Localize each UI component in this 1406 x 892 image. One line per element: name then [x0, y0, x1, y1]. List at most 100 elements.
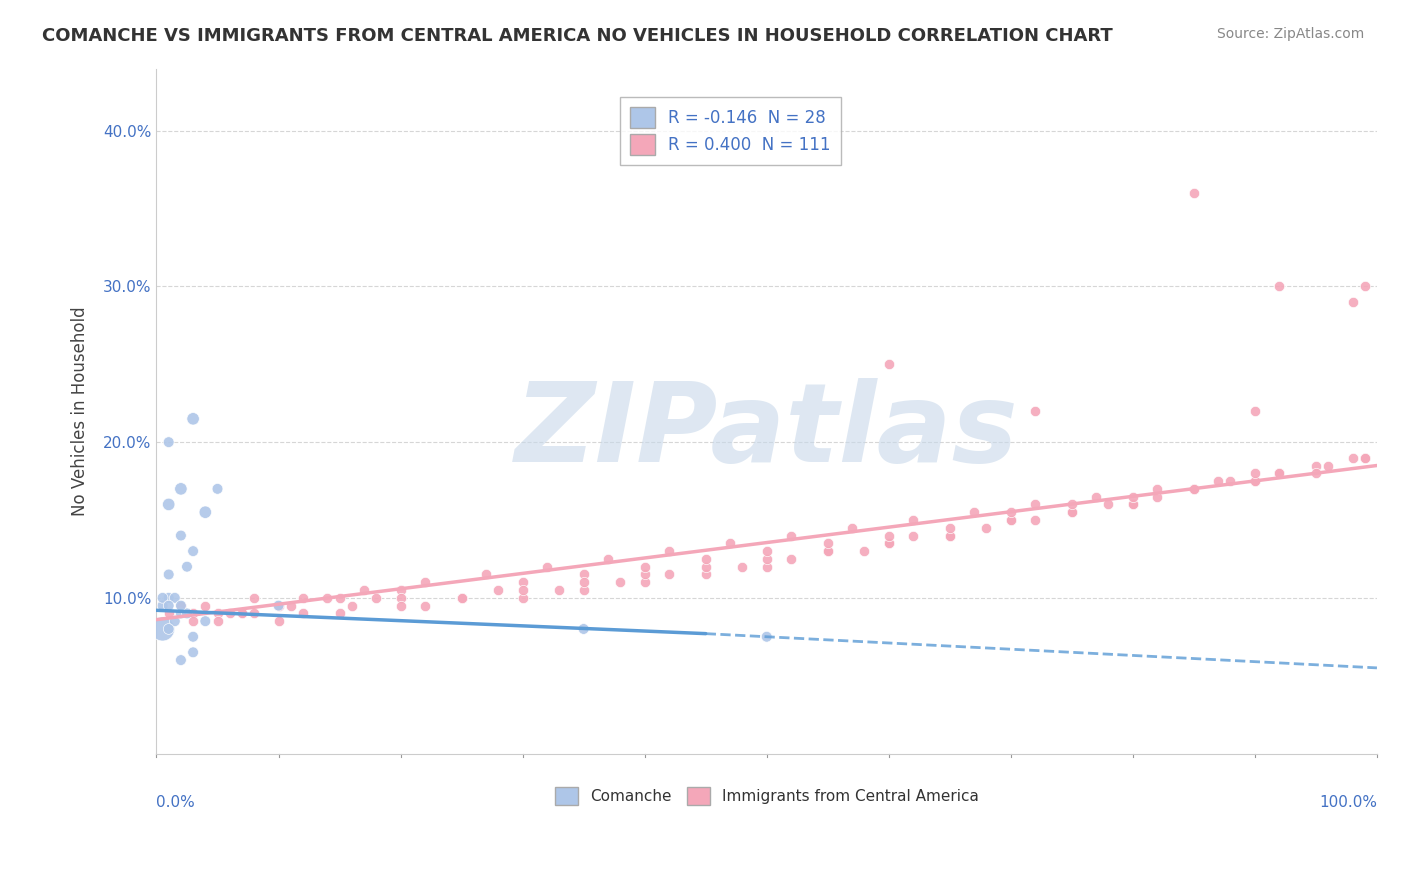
Point — [194, 614, 217, 628]
Point — [152, 622, 174, 636]
Point — [231, 607, 253, 621]
Point — [1244, 467, 1267, 481]
Point — [1182, 482, 1205, 496]
Point — [176, 559, 198, 574]
Point — [1182, 482, 1205, 496]
Point — [163, 591, 186, 605]
Text: 0.0%: 0.0% — [156, 795, 195, 810]
Point — [316, 591, 339, 605]
Point — [218, 607, 240, 621]
Point — [280, 599, 302, 613]
Point — [512, 575, 534, 590]
Point — [512, 582, 534, 597]
Point — [194, 599, 217, 613]
Point — [1000, 513, 1022, 527]
Point — [1244, 474, 1267, 488]
Point — [329, 591, 352, 605]
Point — [1146, 490, 1168, 504]
Point — [817, 536, 839, 550]
Point — [157, 622, 180, 636]
Point — [572, 622, 595, 636]
Point — [1268, 279, 1291, 293]
Point — [548, 582, 571, 597]
Point — [176, 607, 198, 621]
Point — [634, 567, 657, 582]
Point — [1024, 513, 1046, 527]
Point — [152, 591, 174, 605]
Point — [634, 559, 657, 574]
Point — [157, 567, 180, 582]
Point — [181, 412, 204, 426]
Point — [413, 599, 436, 613]
Point — [231, 607, 253, 621]
Point — [1305, 458, 1327, 473]
Point — [157, 497, 180, 511]
Point — [536, 559, 558, 574]
Point — [1097, 497, 1119, 511]
Y-axis label: No Vehicles in Household: No Vehicles in Household — [72, 306, 89, 516]
Point — [780, 528, 803, 542]
Point — [609, 575, 631, 590]
Point — [389, 582, 412, 597]
Point — [1354, 279, 1376, 293]
Point — [658, 544, 681, 558]
Point — [1146, 482, 1168, 496]
Point — [877, 357, 900, 371]
Point — [170, 599, 193, 613]
Point — [1268, 467, 1291, 481]
Point — [1317, 458, 1340, 473]
Point — [413, 575, 436, 590]
Point — [901, 513, 924, 527]
Point — [1182, 186, 1205, 200]
Point — [1341, 450, 1364, 465]
Point — [194, 505, 217, 519]
Point — [1122, 497, 1144, 511]
Point — [572, 575, 595, 590]
Point — [207, 482, 229, 496]
Point — [170, 607, 193, 621]
Point — [353, 582, 375, 597]
Point — [841, 521, 863, 535]
Point — [291, 591, 314, 605]
Point — [267, 599, 290, 613]
Point — [755, 630, 778, 644]
Point — [1024, 497, 1046, 511]
Point — [1244, 404, 1267, 418]
Point — [1000, 505, 1022, 519]
Point — [170, 528, 193, 542]
Point — [817, 544, 839, 558]
Point — [939, 528, 962, 542]
Point — [1122, 490, 1144, 504]
Point — [658, 567, 681, 582]
Text: COMANCHE VS IMMIGRANTS FROM CENTRAL AMERICA NO VEHICLES IN HOUSEHOLD CORRELATION: COMANCHE VS IMMIGRANTS FROM CENTRAL AMER… — [42, 27, 1114, 45]
Point — [170, 653, 193, 667]
Point — [877, 536, 900, 550]
Point — [634, 575, 657, 590]
Point — [1060, 505, 1083, 519]
Point — [572, 582, 595, 597]
Point — [877, 528, 900, 542]
Point — [731, 559, 754, 574]
Point — [157, 591, 180, 605]
Point — [450, 591, 472, 605]
Point — [450, 591, 472, 605]
Point — [1085, 490, 1108, 504]
Point — [181, 614, 204, 628]
Point — [939, 521, 962, 535]
Point — [1024, 404, 1046, 418]
Point — [1206, 474, 1229, 488]
Point — [718, 536, 741, 550]
Point — [1268, 467, 1291, 481]
Point — [157, 599, 180, 613]
Point — [170, 482, 193, 496]
Point — [901, 528, 924, 542]
Text: Source: ZipAtlas.com: Source: ZipAtlas.com — [1216, 27, 1364, 41]
Point — [1244, 474, 1267, 488]
Point — [1219, 474, 1241, 488]
Point — [450, 591, 472, 605]
Point — [1182, 482, 1205, 496]
Point — [267, 599, 290, 613]
Point — [1305, 467, 1327, 481]
Point — [817, 544, 839, 558]
Point — [976, 521, 998, 535]
